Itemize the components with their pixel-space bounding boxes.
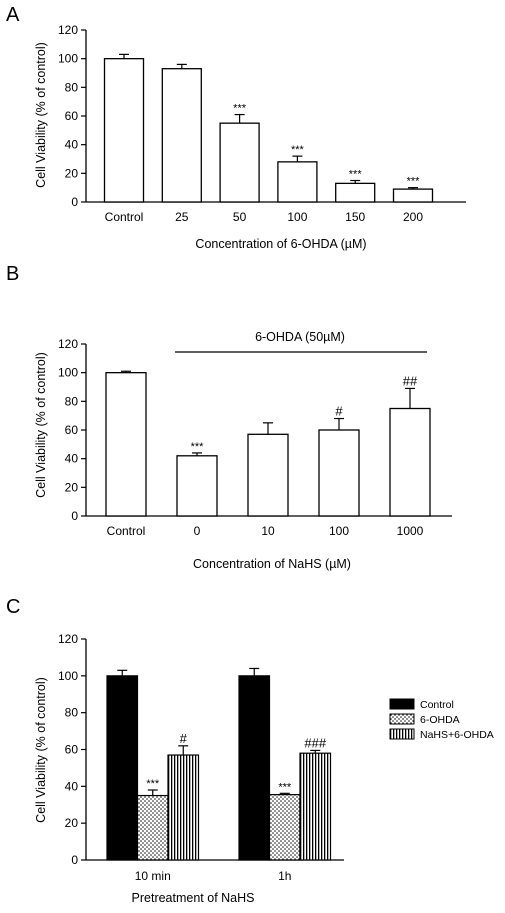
panel-a-x-tick-label-150: 150 bbox=[345, 210, 365, 224]
panel-a-bar-control bbox=[103, 58, 145, 203]
panel-a-x-tick-label-control: Control bbox=[105, 210, 144, 224]
panel-b-x-tick-label-0: 0 bbox=[194, 524, 201, 538]
panel-c-bar-nahs-6-ohda-10-min bbox=[167, 754, 200, 861]
panel-a-bar-50 bbox=[219, 122, 260, 203]
panel-letter-c: C bbox=[6, 596, 20, 618]
panel-c-significance-nahs-6-ohda-10-min: # bbox=[180, 731, 188, 746]
panel-b-treatment-bracket-label: 6-OHDA (50µM) bbox=[255, 330, 345, 344]
panel-a-y-tick-label: 60 bbox=[65, 109, 79, 123]
panel-a-significance-50: *** bbox=[233, 103, 247, 115]
panel-a-y-tick-label: 20 bbox=[65, 166, 79, 180]
panel-a-significance-200: *** bbox=[407, 176, 421, 188]
panel-a-x-axis-label: Concentration of 6-OHDA (µM) bbox=[195, 237, 366, 251]
legend-swatch-nahs-6-ohda bbox=[389, 728, 415, 740]
panel-a-x-tick-label-100: 100 bbox=[287, 210, 307, 224]
panel-c-x-axis-label: Pretreatment of NaHS bbox=[132, 891, 255, 905]
panel-c-significance-6-ohda-1h: *** bbox=[278, 781, 292, 793]
panel-b: B 0 20 40 60 80 100 120 Control *** 0 10 #100 ## 1000… bbox=[6, 263, 452, 571]
panel-b-significance-1000: ## bbox=[403, 373, 418, 388]
legend-label-nahs-6-ohda: NaHS+6-OHDA bbox=[420, 729, 494, 741]
panel-b-bar-control bbox=[105, 372, 147, 517]
panel-c-y-tick-label: 80 bbox=[65, 706, 79, 720]
panel-b-significance-0: *** bbox=[191, 441, 205, 453]
panel-b-bar-10 bbox=[247, 433, 289, 517]
panel-b-x-tick-label-control: Control bbox=[107, 524, 146, 538]
panel-b-plot: 0 20 40 60 80 100 120 Control *** 0 10 #100 ## 1000 bbox=[58, 337, 452, 538]
panel-b-bar-100 bbox=[318, 429, 360, 517]
panel-letter-b: B bbox=[6, 263, 19, 285]
panel-c-significance-nahs-6-ohda-1h: ### bbox=[304, 735, 326, 750]
panel-c-significance-6-ohda-10-min: *** bbox=[146, 778, 160, 790]
panel-c-x-tick-label-10-min: 10 min bbox=[135, 869, 171, 883]
panel-c-bar-6-ohda-10-min bbox=[136, 794, 169, 861]
legend-swatch-6-ohda bbox=[389, 713, 415, 725]
panel-c-bar-control-1h bbox=[238, 675, 271, 861]
panel-b-bar-0 bbox=[176, 455, 218, 517]
panel-a-bar-200 bbox=[392, 188, 434, 203]
panel-a-x-tick-label-50: 50 bbox=[233, 210, 247, 224]
panel-b-x-tick-label-1000: 1000 bbox=[397, 524, 424, 538]
panel-a-y-tick-label: 0 bbox=[71, 195, 78, 209]
panel-a-y-tick-label: 100 bbox=[58, 52, 78, 66]
panel-c-y-tick-label: 120 bbox=[58, 632, 78, 646]
panel-c-plot: 0 20 40 60 80 100 120 *** #10 min *** ### 1h bbox=[58, 632, 344, 883]
panel-a-bar-150 bbox=[335, 182, 376, 203]
panel-a-significance-150: *** bbox=[349, 169, 363, 181]
panel-b-y-axis-label: Cell Viability (% of control) bbox=[34, 352, 48, 498]
panel-b-y-tick-label: 0 bbox=[71, 509, 78, 523]
panel-a-y-tick-label: 80 bbox=[65, 80, 79, 94]
panel-a-bar-100 bbox=[277, 161, 318, 203]
panel-a: A 0 20 40 60 80 100 120 Control 25 *** 50 *** 100 ***… bbox=[6, 4, 466, 251]
panel-a-bar-25 bbox=[161, 68, 202, 203]
panel-a-y-tick-label: 40 bbox=[65, 138, 79, 152]
panel-b-x-axis-label: Concentration of NaHS (µM) bbox=[193, 557, 351, 571]
panel-a-y-tick-label: 120 bbox=[58, 23, 78, 37]
panel-a-x-tick-label-25: 25 bbox=[175, 210, 189, 224]
panel-b-y-tick-label: 20 bbox=[65, 480, 79, 494]
panel-b-significance-100: # bbox=[335, 404, 343, 419]
panel-letter-a: A bbox=[6, 4, 20, 26]
panel-b-y-tick-label: 40 bbox=[65, 452, 79, 466]
legend-swatch-control bbox=[389, 698, 415, 710]
panel-c-y-tick-label: 0 bbox=[71, 853, 78, 867]
panel-c-bar-control-10-min bbox=[106, 675, 139, 861]
legend-label-control: Control bbox=[420, 699, 454, 711]
panel-c-y-tick-label: 60 bbox=[65, 743, 79, 757]
panel-c-y-tick-label: 40 bbox=[65, 779, 79, 793]
panel-b-x-tick-label-10: 10 bbox=[261, 524, 275, 538]
panel-c-y-tick-label: 20 bbox=[65, 816, 79, 830]
panel-a-y-axis-label: Cell Viability (% of control) bbox=[34, 42, 48, 188]
panel-b-y-tick-label: 120 bbox=[58, 337, 78, 351]
panel-c-x-tick-label-1h: 1h bbox=[278, 869, 291, 883]
panel-c-y-tick-label: 100 bbox=[58, 669, 78, 683]
panel-c-y-axis-label: Cell Viability (% of control) bbox=[34, 677, 48, 823]
panel-b-y-tick-label: 100 bbox=[58, 366, 78, 380]
panel-b-bar-1000 bbox=[389, 407, 431, 517]
panel-c-legend: Control 6-OHDA NaHS+6-OHDA bbox=[389, 698, 494, 741]
panel-c-bar-6-ohda-1h bbox=[268, 794, 301, 861]
legend-label-6-ohda: 6-OHDA bbox=[420, 714, 460, 726]
panel-a-plot: 0 20 40 60 80 100 120 Control 25 *** 50 *** 100 *** 15… bbox=[58, 23, 466, 224]
panel-b-y-tick-label: 80 bbox=[65, 394, 79, 408]
panel-a-significance-100: *** bbox=[291, 144, 305, 156]
panel-b-x-tick-label-100: 100 bbox=[329, 524, 349, 538]
panel-c-bar-nahs-6-ohda-1h bbox=[299, 752, 332, 861]
panel-a-x-tick-label-200: 200 bbox=[403, 210, 423, 224]
panel-c: C 0 20 40 60 80 100 120 *** #10 min *** ### 1h Cell… bbox=[6, 596, 494, 905]
panel-b-y-tick-label: 60 bbox=[65, 423, 79, 437]
